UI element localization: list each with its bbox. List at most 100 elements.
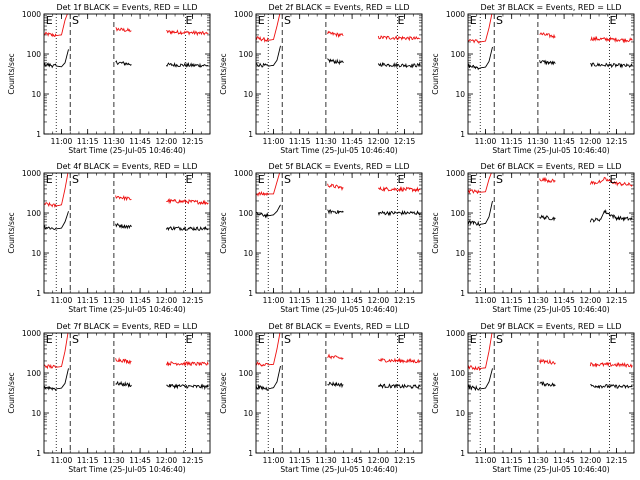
y-tick-label: 1: [248, 449, 253, 458]
x-tick-label: 12:15: [606, 296, 628, 305]
series-line: [44, 368, 69, 392]
events-series: [44, 49, 209, 69]
x-tick-label: 11:15: [77, 456, 99, 465]
plot-frame: [467, 13, 635, 135]
x-axis-label: Start Time (25-Jul-05 10:46:40): [280, 305, 397, 314]
x-tick-label: 12:15: [606, 137, 628, 146]
event-marker-label: E: [398, 173, 405, 186]
x-tick-label: 12:00: [580, 137, 602, 146]
chart-title: Det 8f BLACK = Events, RED = LLD: [268, 322, 409, 331]
series-line: [468, 173, 492, 195]
y-axis-label: Counts/sec: [431, 212, 440, 253]
x-tick-label: 11:00: [51, 137, 73, 146]
series-line: [590, 383, 633, 390]
chart-panel: Det 4f BLACK = Events, RED = LLD Counts/s…: [7, 162, 211, 314]
series-line: [589, 361, 633, 369]
chart-panel: Det 1f BLACK = Events, RED = LLD Counts/s…: [7, 3, 211, 155]
series-line: [115, 357, 132, 365]
x-tick-label: 11:15: [77, 137, 99, 146]
y-tick-label: 100: [239, 50, 254, 59]
series-line: [166, 197, 209, 206]
y-axis-label: Counts/sec: [431, 372, 440, 413]
chart-panel: Det 9f BLACK = Events, RED = LLD Counts/s…: [431, 322, 635, 474]
x-tick-label: 11:00: [51, 456, 73, 465]
x-tick-label: 11:15: [289, 296, 311, 305]
x-tick-label: 12:00: [368, 456, 390, 465]
x-tick-label: 12:00: [580, 456, 602, 465]
series-line: [327, 381, 344, 389]
y-tick-label: 100: [27, 50, 42, 59]
series-line: [539, 32, 556, 39]
plot-frame: [467, 172, 635, 294]
y-tick-label: 10: [31, 409, 41, 418]
series-line: [589, 208, 633, 223]
events-series: [256, 204, 421, 219]
series-line: [115, 380, 132, 388]
y-tick-label: 1: [460, 289, 465, 298]
x-tick-label: 12:00: [580, 296, 602, 305]
y-tick-label: 100: [239, 369, 254, 378]
x-tick-label: 11:00: [475, 137, 497, 146]
x-tick-label: 11:15: [501, 296, 523, 305]
x-tick-label: 11:00: [475, 296, 497, 305]
series-line: [256, 333, 281, 367]
x-tick-label: 11:45: [553, 296, 575, 305]
x-axis-label: Start Time (25-Jul-05 10:46:40): [280, 465, 397, 474]
series-line: [468, 14, 493, 44]
y-tick-label: 100: [451, 50, 466, 59]
y-tick-label: 100: [451, 209, 466, 218]
y-tick-label: 1000: [22, 329, 41, 338]
series-line: [165, 360, 209, 367]
x-tick-label: 12:00: [156, 296, 178, 305]
x-tick-label: 11:15: [77, 296, 99, 305]
event-marker-label: E: [610, 14, 617, 27]
y-axis-label: Counts/sec: [219, 372, 228, 413]
plot-frame: [467, 332, 635, 454]
x-tick-label: 11:15: [289, 137, 311, 146]
y-tick-label: 1000: [446, 329, 465, 338]
chart-panel: Det 7f BLACK = Events, RED = LLD Counts/s…: [7, 322, 211, 474]
series-line: [327, 30, 344, 39]
y-tick-label: 1000: [234, 329, 253, 338]
series-line: [589, 176, 633, 187]
event-marker-label: E: [398, 333, 405, 346]
y-tick-label: 1000: [22, 169, 41, 178]
y-tick-label: 1: [36, 449, 41, 458]
y-tick-label: 1000: [22, 10, 41, 19]
y-tick-label: 1: [460, 130, 465, 139]
x-tick-label: 11:30: [527, 137, 549, 146]
event-marker-label: E: [258, 14, 265, 27]
chart-title: Det 2f BLACK = Events, RED = LLD: [268, 3, 409, 12]
series-line: [115, 60, 132, 67]
y-tick-label: 1000: [446, 10, 465, 19]
event-marker-label: E: [470, 333, 477, 346]
y-tick-label: 1000: [234, 10, 253, 19]
x-tick-label: 11:45: [553, 456, 575, 465]
event-marker-label: E: [186, 14, 193, 27]
plot-frame: [43, 13, 211, 135]
lld-series: [44, 333, 209, 370]
series-line: [327, 58, 344, 66]
y-tick-label: 1: [460, 449, 465, 458]
series-line: [539, 358, 556, 365]
series-line: [115, 222, 132, 230]
series-line: [165, 225, 209, 232]
events-series: [256, 45, 421, 69]
y-tick-label: 10: [243, 409, 253, 418]
event-marker-label: E: [46, 173, 53, 186]
event-marker-label: S: [284, 14, 291, 27]
x-tick-label: 12:15: [182, 137, 204, 146]
y-tick-label: 100: [27, 369, 42, 378]
x-axis-label: Start Time (25-Jul-05 10:46:40): [492, 465, 609, 474]
y-tick-label: 1: [248, 289, 253, 298]
plot-frame: [255, 13, 423, 135]
chart-title: Det 7f BLACK = Events, RED = LLD: [56, 322, 197, 331]
y-tick-label: 1: [36, 289, 41, 298]
y-tick-label: 10: [243, 90, 253, 99]
y-axis-label: Counts/sec: [7, 372, 16, 413]
x-tick-label: 11:30: [527, 456, 549, 465]
series-line: [377, 383, 421, 390]
x-tick-label: 11:15: [289, 456, 311, 465]
x-tick-label: 11:45: [341, 456, 363, 465]
y-tick-label: 10: [455, 90, 465, 99]
